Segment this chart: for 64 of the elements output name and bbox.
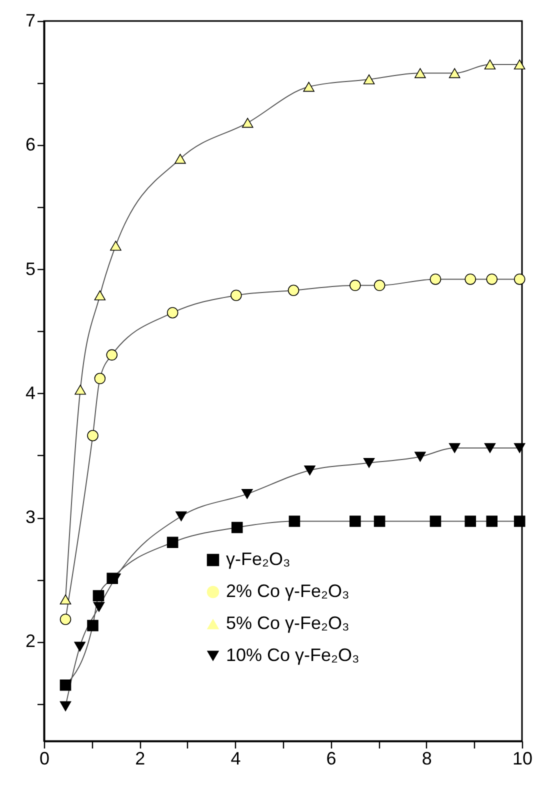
y-tick-label: 5 — [25, 258, 36, 279]
point — [514, 60, 526, 70]
point — [374, 280, 386, 292]
point — [231, 522, 243, 534]
point — [514, 443, 526, 453]
point — [74, 642, 86, 652]
point — [486, 274, 498, 285]
x-tick-label: 4 — [230, 748, 241, 768]
point — [242, 489, 253, 499]
point — [303, 82, 314, 92]
point — [350, 280, 361, 292]
legend-label: γ-Fe₂O₃ — [226, 549, 290, 569]
point — [430, 516, 442, 527]
point — [166, 536, 178, 548]
point — [60, 614, 72, 625]
point — [288, 516, 300, 527]
x-tick-label: 2 — [135, 748, 146, 768]
point — [304, 465, 316, 476]
point — [414, 68, 426, 78]
point — [414, 452, 426, 462]
x-tick-label: 8 — [422, 748, 432, 768]
point — [484, 60, 496, 70]
point — [230, 290, 242, 301]
point — [514, 274, 526, 285]
x-tick-label: 6 — [326, 748, 336, 768]
point — [486, 516, 498, 527]
legend-label: 2% Co γ-Fe₂O₃ — [226, 581, 350, 601]
y-tick-label: 7 — [25, 10, 36, 30]
y-tick-label: 3 — [25, 507, 36, 528]
point — [60, 594, 72, 604]
point — [448, 443, 460, 453]
point — [288, 284, 300, 296]
x-tick-label: 10 — [512, 748, 533, 768]
point — [94, 290, 106, 300]
point — [464, 274, 476, 285]
point — [448, 68, 460, 78]
point — [94, 372, 106, 384]
point — [464, 516, 476, 527]
point — [430, 274, 442, 285]
point — [176, 511, 187, 522]
point — [242, 118, 254, 128]
point — [93, 602, 105, 612]
point — [350, 516, 361, 527]
legend-label: 5% Co γ-Fe₂O₃ — [226, 613, 350, 633]
legend-label: 10% Co γ-Fe₂O₃ — [226, 645, 360, 665]
y-tick-label: 2 — [25, 631, 36, 652]
point — [514, 516, 526, 527]
point — [60, 701, 72, 712]
point — [92, 590, 104, 602]
point — [87, 430, 98, 442]
point — [374, 516, 386, 527]
x-tick-label: 0 — [39, 748, 50, 768]
point — [363, 74, 375, 84]
y-tick-label: 6 — [25, 134, 36, 155]
point — [110, 240, 122, 251]
point — [363, 458, 375, 468]
point — [106, 349, 118, 361]
point — [87, 620, 98, 632]
point — [174, 154, 186, 164]
point — [484, 443, 496, 453]
y-tick-label: 4 — [25, 382, 36, 403]
point — [60, 679, 72, 691]
point — [166, 307, 178, 318]
point — [74, 384, 86, 395]
